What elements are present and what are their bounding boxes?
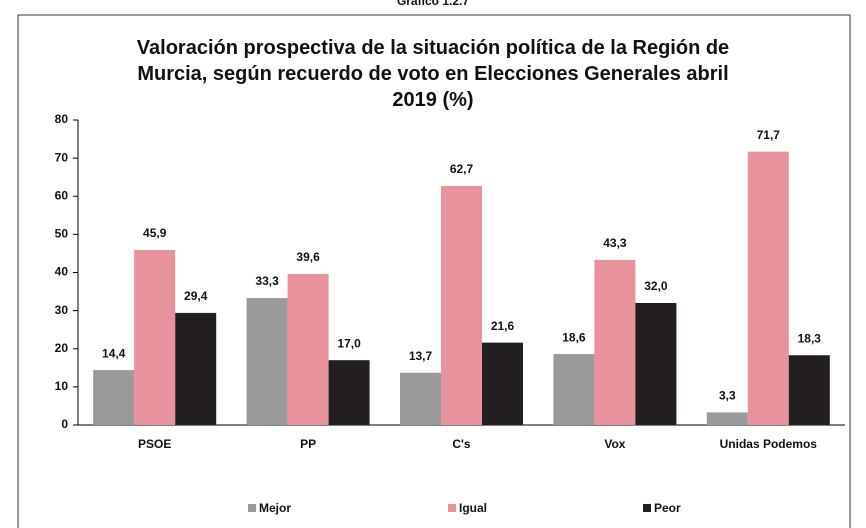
bar xyxy=(706,412,748,425)
y-tick-label: 40 xyxy=(55,265,69,279)
y-tick-label: 70 xyxy=(55,150,69,164)
bar xyxy=(594,259,636,425)
bar xyxy=(134,250,176,425)
bar xyxy=(175,312,217,425)
bar xyxy=(400,372,441,425)
chart-header: Gráfico 1.2.7 xyxy=(397,0,469,8)
chart-title: Valoración prospectiva de la situación p… xyxy=(136,37,730,111)
bar xyxy=(287,274,329,425)
chart-border xyxy=(17,14,851,528)
bar xyxy=(441,185,482,425)
data-label: 39,6 xyxy=(296,250,320,264)
x-tick-label: Unidas Podemos xyxy=(720,437,818,451)
y-tick-label: 30 xyxy=(55,303,69,317)
legend-label: Igual xyxy=(459,501,487,515)
bar xyxy=(747,151,789,426)
y-tick-label: 50 xyxy=(55,227,69,241)
x-tick-label: PP xyxy=(300,437,316,451)
data-label: 71,7 xyxy=(757,128,781,142)
data-label: 32,0 xyxy=(644,279,668,293)
y-tick-label: 80 xyxy=(55,112,69,126)
data-label: 13,7 xyxy=(409,349,433,363)
data-label: 33,3 xyxy=(255,274,279,288)
data-label: 14,4 xyxy=(102,346,126,360)
data-label: 17,0 xyxy=(337,336,361,350)
data-label: 45,9 xyxy=(143,226,167,240)
bar xyxy=(553,354,595,425)
x-tick-label: C's xyxy=(452,437,471,451)
bar xyxy=(328,360,370,425)
bar xyxy=(246,298,288,425)
data-label: 18,6 xyxy=(562,330,586,344)
data-label: 3,3 xyxy=(719,389,736,403)
legend-label: Peor xyxy=(654,501,681,515)
bar xyxy=(788,355,830,425)
y-tick-label: 20 xyxy=(55,341,69,355)
bar xyxy=(635,303,677,425)
legend-swatch xyxy=(248,504,256,512)
legend-label: Mejor xyxy=(259,501,291,515)
data-label: 62,7 xyxy=(450,162,474,176)
x-tick-label: Vox xyxy=(604,437,625,451)
bar xyxy=(482,342,523,425)
y-tick-label: 60 xyxy=(55,188,69,202)
data-label: 29,4 xyxy=(184,289,208,303)
legend-swatch xyxy=(643,504,651,512)
bar xyxy=(93,370,135,425)
data-label: 21,6 xyxy=(491,319,515,333)
y-tick-label: 10 xyxy=(55,379,69,393)
legend-swatch xyxy=(448,504,456,512)
data-label: 43,3 xyxy=(603,236,627,250)
y-tick-label: 0 xyxy=(61,417,68,431)
data-label: 18,3 xyxy=(798,331,822,345)
x-tick-label: PSOE xyxy=(138,437,171,451)
